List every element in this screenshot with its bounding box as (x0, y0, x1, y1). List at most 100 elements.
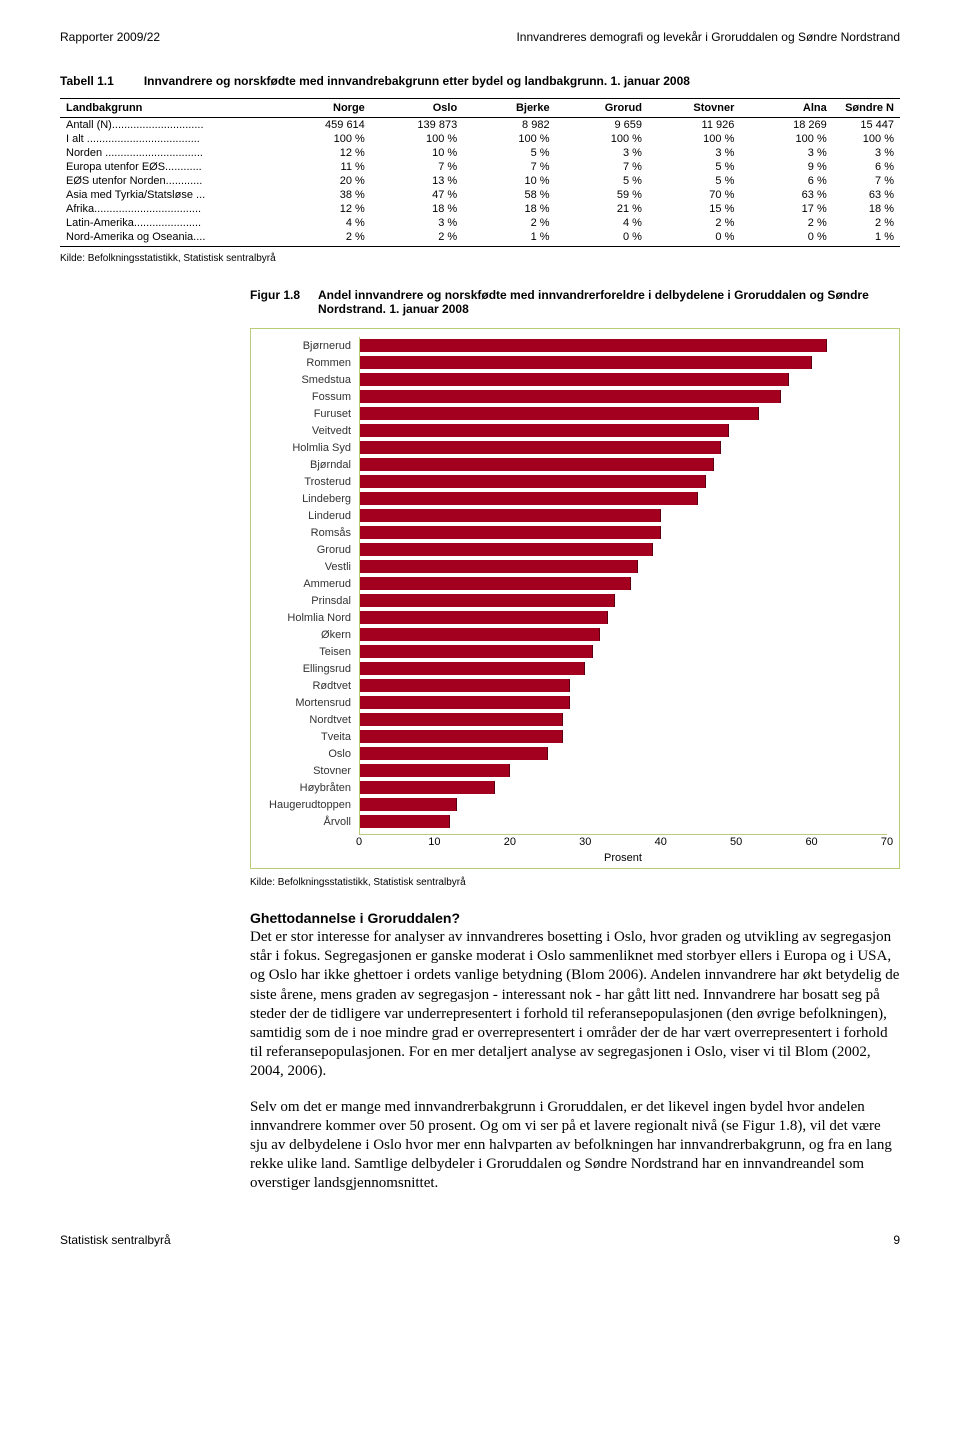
table-cell: Antall (N).............................. (60, 118, 278, 133)
chart-bar (359, 628, 600, 641)
chart-bar (359, 441, 721, 454)
table-cell: 12 % (278, 202, 370, 216)
table-cell: 6 % (833, 160, 900, 174)
table-source: Kilde: Befolkningsstatistikk, Statistisk… (60, 253, 900, 264)
chart-row: Økern (251, 626, 899, 643)
table-cell: 9 % (740, 160, 832, 174)
table-cell: 63 % (833, 188, 900, 202)
table-row: Asia med Tyrkia/Statsløse ...38 %47 %58 … (60, 188, 900, 202)
chart-row: Stovner (251, 762, 899, 779)
table-cell: 4 % (278, 216, 370, 230)
chart-row: Bjørndal (251, 456, 899, 473)
chart-row: Veitvedt (251, 422, 899, 439)
table-cell: 100 % (371, 132, 463, 146)
chart-bar (359, 424, 729, 437)
chart-bar-label: Rommen (251, 357, 359, 369)
chart-bar-label: Oslo (251, 748, 359, 760)
axis-title: Prosent (604, 852, 642, 864)
table-cell: 5 % (463, 146, 555, 160)
chart-row: Bjørnerud (251, 337, 899, 354)
chart-bar-label: Teisen (251, 646, 359, 658)
chart-bar (359, 560, 638, 573)
table-cell: 100 % (648, 132, 740, 146)
table-cell: 7 % (833, 174, 900, 188)
chart-bar-label: Fossum (251, 391, 359, 403)
chart-row: Holmlia Nord (251, 609, 899, 626)
table-cell: 18 % (833, 202, 900, 216)
table-cell: 2 % (833, 216, 900, 230)
table-cell: 3 % (740, 146, 832, 160)
table-cell: 100 % (463, 132, 555, 146)
table-cell: 7 % (463, 160, 555, 174)
table-row: Latin-Amerika......................4 %3 … (60, 216, 900, 230)
chart-row: Holmlia Syd (251, 439, 899, 456)
axis-line (359, 834, 887, 835)
chart-bar (359, 815, 450, 828)
table-cell: 70 % (648, 188, 740, 202)
chart-bar-label: Bjørndal (251, 459, 359, 471)
table-cell: Latin-Amerika...................... (60, 216, 278, 230)
table-cell: 7 % (556, 160, 648, 174)
table-cell: 11 926 (648, 118, 740, 133)
table-cell: 100 % (556, 132, 648, 146)
axis-tick: 10 (428, 836, 440, 848)
axis-tick: 60 (805, 836, 817, 848)
table-header-cell: Alna (740, 99, 832, 118)
chart-bar-label: Ammerud (251, 578, 359, 590)
table-row: EØS utenfor Norden............20 %13 %10… (60, 174, 900, 188)
chart-bar (359, 696, 570, 709)
table-row: Nord-Amerika og Oseania....2 %2 %1 %0 %0… (60, 230, 900, 247)
table-cell: 3 % (833, 146, 900, 160)
chart-row: Lindeberg (251, 490, 899, 507)
chart-row: Tveita (251, 728, 899, 745)
chart-bar (359, 390, 781, 403)
table-cell: 5 % (648, 174, 740, 188)
chart-bar (359, 373, 789, 386)
chart-bar (359, 526, 661, 539)
table-cell: 100 % (833, 132, 900, 146)
table-cell: 0 % (556, 230, 648, 247)
chart-bar (359, 492, 698, 505)
table-cell: 3 % (371, 216, 463, 230)
chart-bar (359, 713, 563, 726)
table-cell: 59 % (556, 188, 648, 202)
table-cell: 3 % (648, 146, 740, 160)
y-axis-line (359, 337, 360, 834)
paragraph-1: Det er stor interesse for analyser av in… (250, 928, 900, 1082)
table-cell: 7 % (371, 160, 463, 174)
figure-label: Figur 1.8 (250, 288, 300, 316)
chart-bar-label: Årvoll (251, 816, 359, 828)
table-row: Antall (N)..............................… (60, 118, 900, 133)
chart-bar (359, 543, 653, 556)
table-header-cell: Grorud (556, 99, 648, 118)
header-right: Innvandreres demografi og levekår i Gror… (516, 30, 900, 44)
table-cell: 8 982 (463, 118, 555, 133)
table-cell: 12 % (278, 146, 370, 160)
chart-row: Linderud (251, 507, 899, 524)
table-row: I alt ..................................… (60, 132, 900, 146)
chart-row: Rødtvet (251, 677, 899, 694)
table-cell: Europa utenfor EØS............ (60, 160, 278, 174)
table-header-cell: Stovner (648, 99, 740, 118)
chart-bar-label: Smedstua (251, 374, 359, 386)
chart-row: Oslo (251, 745, 899, 762)
table-cell: 47 % (371, 188, 463, 202)
chart-bar-label: Lindeberg (251, 493, 359, 505)
table-cell: EØS utenfor Norden............ (60, 174, 278, 188)
table-row: Afrika..................................… (60, 202, 900, 216)
chart-bar-label: Tveita (251, 731, 359, 743)
chart-row: Haugerudtoppen (251, 796, 899, 813)
table-cell: 5 % (556, 174, 648, 188)
chart-bar-label: Holmlia Syd (251, 442, 359, 454)
table-header-cell: Norge (278, 99, 370, 118)
chart-bar (359, 764, 510, 777)
chart-bar (359, 475, 706, 488)
chart-bar (359, 356, 812, 369)
chart-bar-label: Mortensrud (251, 697, 359, 709)
table-cell: 21 % (556, 202, 648, 216)
chart-bar-label: Linderud (251, 510, 359, 522)
footer-left: Statistisk sentralbyrå (60, 1233, 171, 1247)
chart-row: Ammerud (251, 575, 899, 592)
table-cell: 18 % (371, 202, 463, 216)
axis-tick: 50 (730, 836, 742, 848)
